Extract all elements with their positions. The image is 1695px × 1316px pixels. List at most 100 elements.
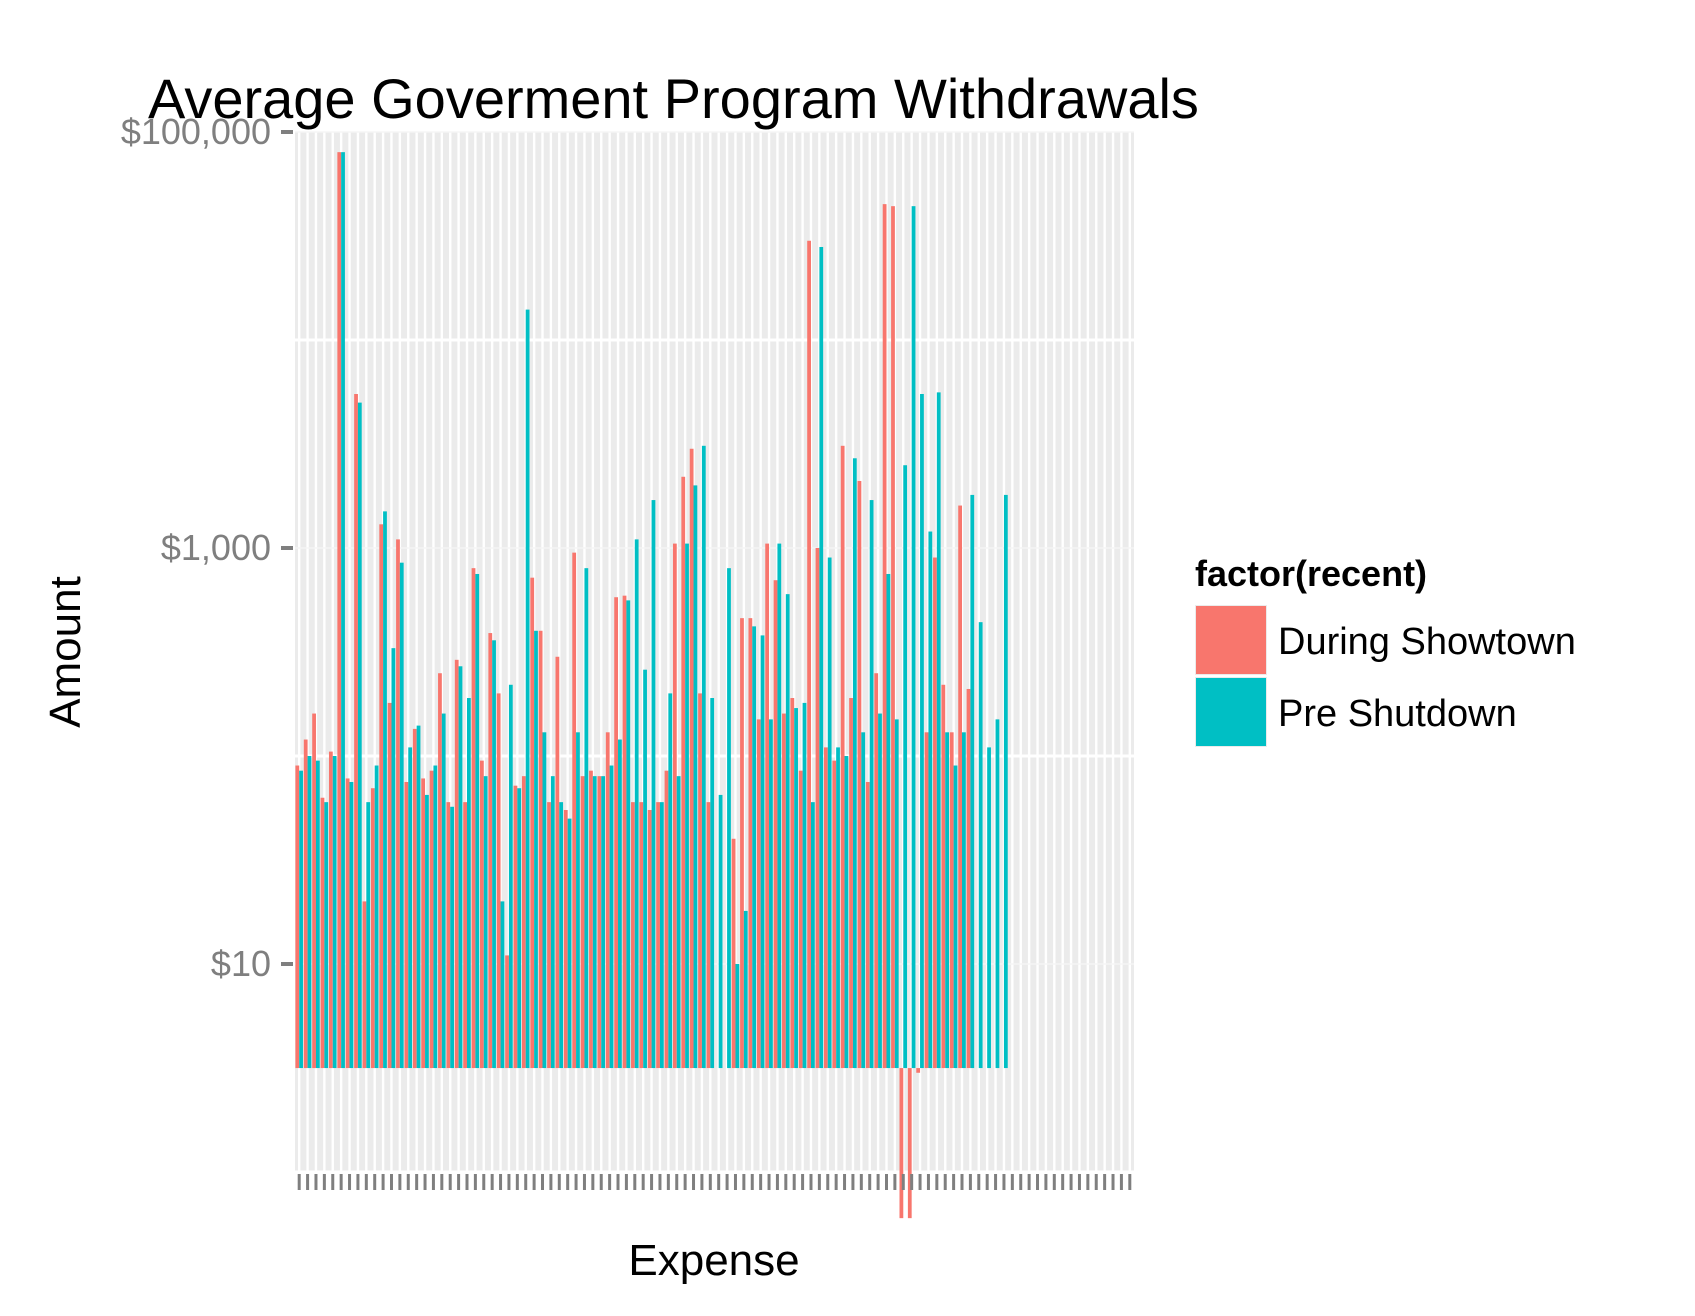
- bar-during-showtown: [647, 810, 652, 1069]
- bar-pre-shutdown: [592, 776, 597, 1069]
- bar-pre-shutdown: [962, 732, 966, 1069]
- bars: [295, 152, 1008, 1219]
- bar-pre-shutdown: [357, 402, 362, 1069]
- bar-pre-shutdown: [760, 635, 765, 1069]
- bar-during-showtown: [832, 760, 837, 1069]
- bar-during-showtown: [605, 732, 610, 1069]
- bar-pre-shutdown: [735, 964, 740, 1069]
- bar-pre-shutdown: [752, 626, 757, 1069]
- bar-pre-shutdown: [315, 760, 320, 1069]
- bar-pre-shutdown: [374, 765, 379, 1069]
- bar-pre-shutdown: [441, 713, 446, 1069]
- bar-during-showtown: [639, 802, 644, 1069]
- bar-pre-shutdown: [936, 392, 941, 1069]
- bar-pre-shutdown: [567, 818, 572, 1069]
- bar-during-showtown: [589, 770, 593, 1069]
- bar-pre-shutdown: [576, 732, 580, 1069]
- bar-during-showtown: [672, 543, 677, 1069]
- bar-during-showtown: [387, 702, 392, 1069]
- bar-pre-shutdown: [508, 684, 513, 1069]
- bar-pre-shutdown: [517, 788, 522, 1069]
- bar-during-showtown: [362, 901, 367, 1069]
- bar-pre-shutdown: [500, 901, 505, 1069]
- bar-during-showtown: [438, 673, 442, 1069]
- bar-during-showtown: [782, 713, 786, 1069]
- x-axis-title: Expense: [628, 1236, 799, 1285]
- legend-label-during-showtown: During Showtown: [1278, 621, 1576, 663]
- bar-pre-shutdown: [475, 573, 480, 1069]
- bar-during-showtown: [865, 781, 870, 1069]
- bar-pre-shutdown: [685, 543, 689, 1069]
- bar-pre-shutdown: [970, 494, 975, 1069]
- y-tick-label: $1,000: [161, 527, 271, 568]
- y-tick-label: $100,000: [121, 111, 271, 152]
- bar-pre-shutdown: [718, 794, 723, 1069]
- bar-during-showtown: [622, 595, 627, 1069]
- bar-during-showtown: [631, 802, 635, 1069]
- bar-pre-shutdown: [701, 445, 706, 1069]
- bar-pre-shutdown: [903, 465, 908, 1069]
- bar-pre-shutdown: [995, 719, 1000, 1069]
- bar-during-showtown: [656, 802, 660, 1069]
- bar-pre-shutdown: [693, 485, 698, 1069]
- bar-pre-shutdown: [894, 719, 899, 1069]
- bar-pre-shutdown: [953, 765, 958, 1069]
- bar-during-showtown: [966, 688, 971, 1069]
- bar-during-showtown: [882, 204, 887, 1069]
- bar-pre-shutdown: [836, 747, 840, 1069]
- bar-during-showtown: [429, 770, 434, 1069]
- bar-during-showtown: [538, 630, 543, 1069]
- legend: factor(recent) During Showtown Pre Shutd…: [1195, 553, 1576, 747]
- bar-during-showtown: [513, 785, 518, 1069]
- plot-panel: [295, 132, 1134, 1172]
- bar-pre-shutdown: [911, 206, 916, 1069]
- bar-during-showtown: [664, 770, 669, 1069]
- bar-pre-shutdown: [450, 806, 454, 1069]
- legend-swatch-pre-shutdown: [1196, 678, 1266, 746]
- bar-pre-shutdown: [852, 458, 857, 1069]
- bar-pre-shutdown: [643, 669, 647, 1069]
- bar-pre-shutdown: [844, 756, 849, 1069]
- bar-pre-shutdown: [408, 747, 413, 1069]
- y-axis: $10 $1,000 $100,000: [121, 111, 293, 984]
- bar-pre-shutdown: [559, 802, 564, 1069]
- bar-pre-shutdown: [651, 500, 656, 1069]
- bar-pre-shutdown: [483, 776, 488, 1069]
- bar-pre-shutdown: [878, 713, 882, 1069]
- bar-pre-shutdown: [743, 910, 748, 1069]
- bar-during-showtown: [505, 955, 509, 1069]
- bar-pre-shutdown: [542, 732, 547, 1069]
- bar-during-showtown: [580, 776, 585, 1069]
- bar-during-showtown: [899, 1068, 904, 1219]
- bar-during-showtown: [379, 524, 384, 1069]
- legend-title: factor(recent): [1195, 553, 1427, 594]
- bar-during-showtown: [916, 1068, 921, 1073]
- bar-during-showtown: [396, 539, 400, 1069]
- bar-during-showtown: [471, 568, 476, 1069]
- bar-during-showtown: [463, 802, 467, 1069]
- bar-during-showtown: [941, 684, 946, 1069]
- bar-pre-shutdown: [945, 732, 950, 1069]
- bar-pre-shutdown: [550, 776, 555, 1069]
- bar-during-showtown: [337, 152, 342, 1069]
- bar-during-showtown: [790, 698, 795, 1069]
- bar-pre-shutdown: [626, 600, 631, 1069]
- bar-during-showtown: [689, 448, 694, 1069]
- bar-during-showtown: [597, 776, 602, 1069]
- bar-pre-shutdown: [777, 543, 782, 1069]
- bar-during-showtown: [773, 580, 778, 1069]
- bar-during-showtown: [840, 445, 845, 1069]
- bar-pre-shutdown: [785, 594, 790, 1069]
- bar-during-showtown: [370, 788, 375, 1069]
- chart-title: Average Goverment Program Withdrawals: [148, 67, 1199, 130]
- bar-during-showtown: [891, 206, 895, 1069]
- bar-pre-shutdown: [307, 756, 312, 1069]
- bar-during-showtown: [479, 760, 484, 1069]
- bar-pre-shutdown: [492, 640, 496, 1069]
- bar-during-showtown: [933, 557, 937, 1069]
- bar-pre-shutdown: [299, 770, 303, 1069]
- bar-pre-shutdown: [609, 765, 614, 1069]
- bar-during-showtown: [924, 732, 929, 1069]
- bar-pre-shutdown: [861, 732, 866, 1069]
- bar-during-showtown: [446, 802, 451, 1069]
